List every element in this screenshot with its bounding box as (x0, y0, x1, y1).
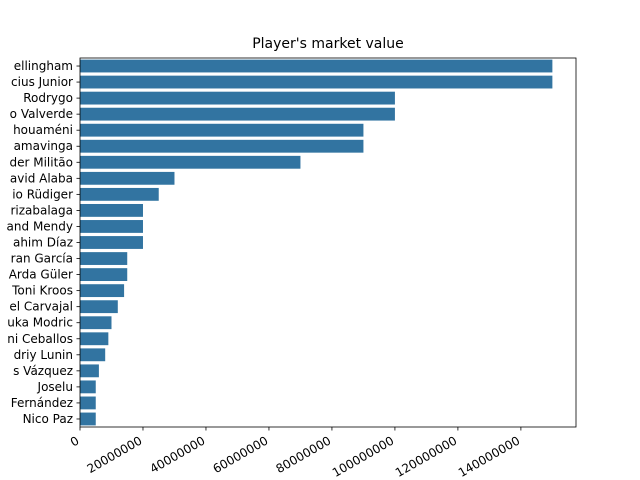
bar (80, 412, 96, 426)
chart-title: Player's market value (252, 36, 404, 52)
y-tick-label: el Carvajal (9, 300, 73, 314)
y-axis: ellingham cius Junior Rodrygo o Valverde hou… (7, 59, 80, 426)
x-tick-label: 100000000 (330, 433, 397, 479)
bar (80, 107, 395, 121)
y-tick-label: Fernández (11, 396, 73, 410)
y-tick-label: Arda Güler (9, 268, 73, 282)
bar (80, 252, 128, 265)
bar (80, 364, 99, 378)
x-tick-label: 40000000 (148, 433, 208, 476)
y-tick-label: ni Ceballos (7, 332, 73, 346)
y-tick-label: uka Modric (7, 316, 73, 330)
y-tick-label: Joselu (37, 380, 73, 394)
y-tick-label: houaméni (13, 123, 73, 137)
bar (80, 59, 553, 73)
x-tick-label: 80000000 (274, 433, 334, 476)
bar (80, 348, 106, 362)
plot-frame (79, 57, 577, 428)
y-tick-label: ahim Díaz (13, 236, 73, 250)
x-tick-label: 120000000 (393, 433, 460, 479)
x-tick-label: 20000000 (85, 433, 145, 476)
bar (80, 91, 395, 105)
bar (80, 123, 364, 137)
bar (80, 155, 301, 169)
x-tick-label: 60000000 (211, 433, 271, 476)
y-tick-label: ran García (11, 252, 73, 266)
y-tick-label: Nico Paz (23, 412, 73, 426)
y-tick-label: Rodrygo (23, 91, 73, 105)
bar (80, 220, 143, 233)
x-axis: 0 20000000 40000000 60000000 800000001000000… (68, 427, 523, 480)
y-tick-label: Toni Kroos (11, 284, 73, 298)
y-tick-label: s Vázquez (13, 364, 73, 378)
x-tick-label: 140000000 (456, 433, 523, 479)
bar (80, 300, 118, 314)
y-tick-label: o Valverde (10, 107, 73, 121)
bar-group (80, 59, 553, 426)
y-tick-label: rizabalaga (10, 203, 73, 217)
y-tick-label: driy Lunin (14, 348, 73, 362)
bar (80, 236, 143, 249)
bar (80, 203, 143, 217)
x-tick-label: 0 (68, 433, 82, 449)
y-tick-label: io Rüdiger (12, 187, 73, 201)
bar (80, 75, 553, 89)
bar (80, 268, 128, 282)
bar (80, 187, 159, 201)
bar (80, 396, 96, 410)
y-tick-label: avid Alaba (10, 171, 73, 185)
y-tick-label: amavinga (14, 139, 73, 153)
y-tick-label: and Mendy (7, 219, 73, 233)
y-tick-label: cius Junior (11, 75, 73, 89)
y-tick-label: der Militão (9, 155, 73, 169)
bar (80, 316, 112, 330)
bar (80, 171, 175, 185)
bar (80, 139, 364, 153)
bar (80, 332, 109, 346)
y-tick-label: ellingham (14, 59, 73, 73)
bar (80, 284, 125, 298)
bar (80, 380, 96, 394)
